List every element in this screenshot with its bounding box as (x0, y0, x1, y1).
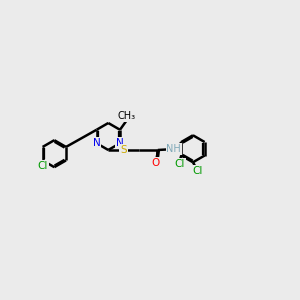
Text: N: N (93, 138, 101, 148)
Text: S: S (120, 145, 127, 155)
Text: CH₃: CH₃ (118, 111, 136, 121)
Text: N: N (116, 138, 124, 148)
Text: O: O (151, 158, 160, 168)
Text: Cl: Cl (38, 161, 48, 171)
Text: NH: NH (167, 144, 181, 154)
Text: Cl: Cl (192, 166, 203, 176)
Text: Cl: Cl (175, 159, 185, 169)
